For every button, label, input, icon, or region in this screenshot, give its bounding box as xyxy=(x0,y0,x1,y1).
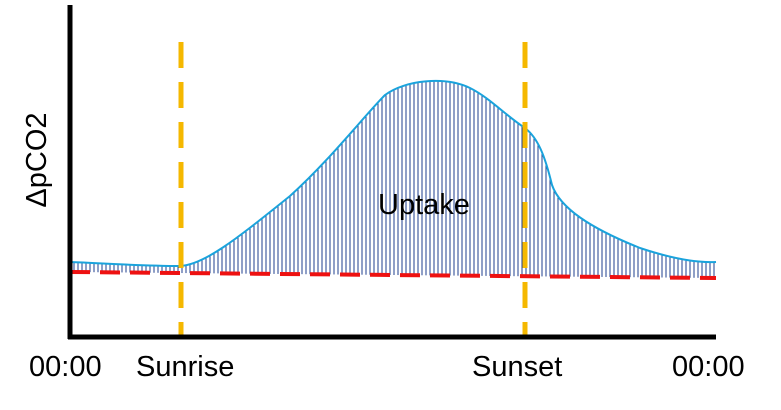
x-tick-label-sunset: Sunset xyxy=(472,351,562,383)
x-tick-label-end: 00:00 xyxy=(672,351,745,383)
baseline-dashed-line xyxy=(69,270,717,280)
y-axis-label: ΔpCO2 xyxy=(21,112,53,207)
x-tick-label-start: 00:00 xyxy=(29,351,102,383)
x-tick-label-sunrise: Sunrise xyxy=(136,351,234,383)
uptake-label: Uptake xyxy=(378,189,470,221)
uptake-area-hatching xyxy=(73,80,715,279)
pco2-curve xyxy=(69,79,717,268)
